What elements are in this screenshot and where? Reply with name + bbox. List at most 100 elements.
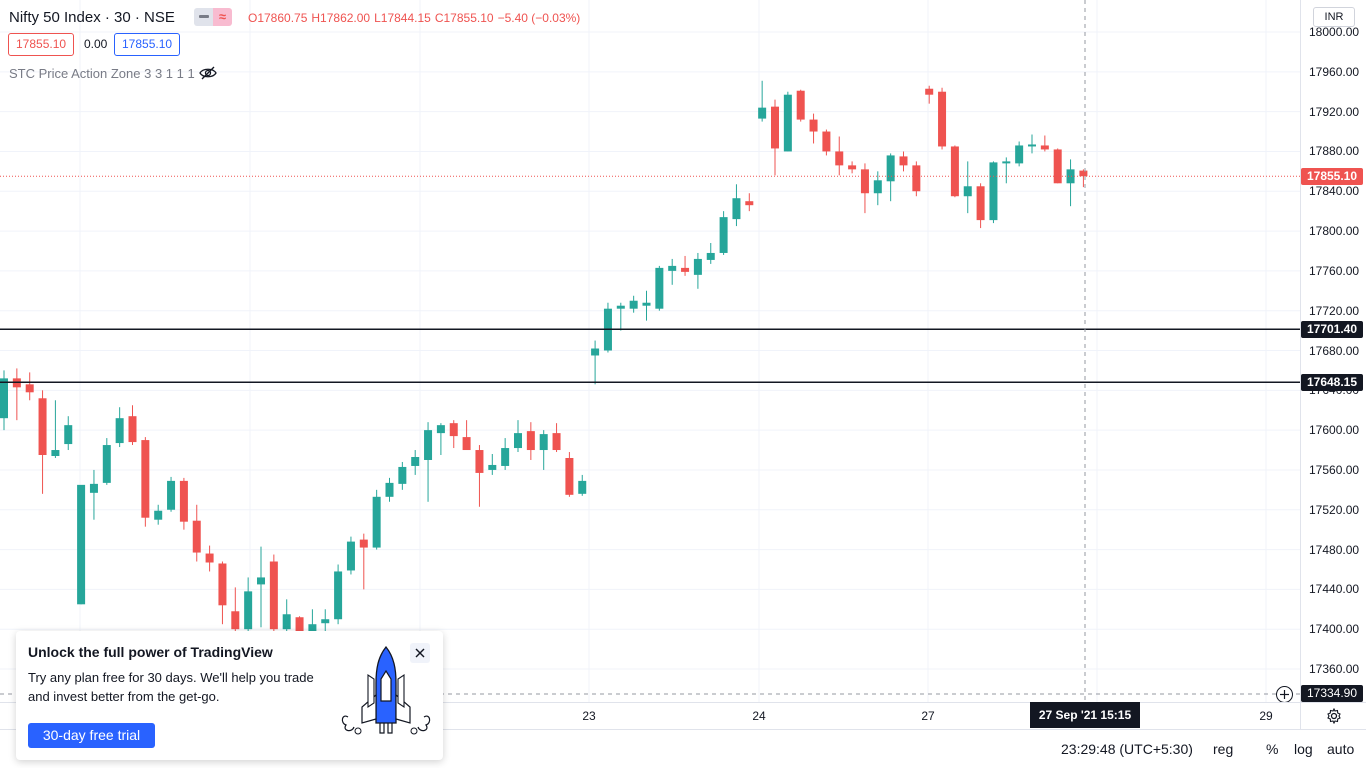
price-axis[interactable]: 18000.00 17960.00 17920.00 17880.00 17840.00… [1300, 0, 1366, 702]
crosshair-time-label: 27 Sep '21 15:15 [1030, 702, 1140, 728]
price-tick: 17760.00 [1309, 263, 1360, 278]
currency-button[interactable]: INR [1313, 7, 1355, 27]
candle-body [192, 520, 201, 553]
candle-body [1079, 170, 1088, 177]
price-tick: 17720.00 [1309, 303, 1360, 318]
candle-body [616, 305, 625, 309]
candle-body [822, 131, 831, 152]
price-tick: 17960.00 [1309, 64, 1360, 79]
close-icon[interactable] [410, 643, 430, 663]
candle-body [244, 591, 253, 630]
price-tick: 17480.00 [1309, 542, 1360, 557]
rocket-icon [334, 643, 438, 748]
candle-body [771, 106, 779, 149]
candle-body [346, 541, 355, 571]
candle-body [1028, 144, 1036, 147]
candle-body [809, 119, 818, 132]
ohlc-item: O17860.75 [248, 11, 308, 25]
candle-body [38, 398, 47, 456]
candle-body [488, 464, 497, 470]
candle-body [359, 539, 368, 548]
candle-body [539, 434, 548, 451]
price-tick: 18000.00 [1309, 25, 1360, 39]
candle-body [128, 416, 137, 443]
indicator-label[interactable]: STC Price Action Zone 3 3 1 1 1 [9, 66, 195, 81]
free-trial-button[interactable]: 30-day free trial [28, 723, 155, 748]
time-tick: 29 [1259, 709, 1273, 723]
candle-body [732, 198, 741, 220]
candle-body [642, 302, 651, 306]
ohlc-item: C17855.10 [434, 11, 494, 25]
candle-body [231, 611, 240, 630]
candle-body [411, 456, 420, 466]
hline-price-label-2: 17648.15 [1301, 373, 1363, 391]
candle-body [1015, 145, 1024, 164]
candle-body [167, 480, 176, 510]
candle-body [693, 258, 702, 275]
log-scale-toggle[interactable]: log [1294, 741, 1313, 757]
candle-body [1040, 145, 1049, 150]
candle-body [745, 201, 754, 206]
candle-body [899, 156, 908, 166]
candle-body [578, 480, 587, 494]
ohlc-item: H17862.00 [311, 11, 371, 25]
candle-body [629, 300, 638, 309]
price-tick: 17840.00 [1309, 184, 1360, 199]
price-tick: 17600.00 [1309, 423, 1360, 438]
auto-scale-toggle[interactable]: auto [1327, 741, 1355, 757]
crosshair-price-label: 17334.90 [1301, 685, 1363, 703]
candle-body [681, 267, 690, 272]
candle-body [372, 496, 381, 548]
candle-body [436, 425, 445, 434]
candle-body [989, 162, 998, 221]
candle-body [835, 151, 844, 166]
candle-body [77, 484, 86, 605]
time-tick: 24 [752, 709, 766, 723]
promo-title: Unlock the full power of TradingView [28, 644, 273, 660]
hidden-eye-icon[interactable] [199, 65, 217, 86]
price-tick: 17400.00 [1309, 622, 1360, 637]
legend-toggle[interactable]: ≈ [194, 8, 232, 26]
candle-body [25, 384, 34, 393]
price-tick: 17520.00 [1309, 502, 1360, 517]
candle-body [89, 483, 98, 493]
candle-body [218, 563, 227, 606]
session-toggle[interactable]: reg [1213, 741, 1234, 757]
candle-body [398, 466, 407, 484]
bid-price[interactable]: 17855.10 [8, 33, 75, 56]
candle-body [102, 445, 111, 483]
candle-body [925, 88, 934, 95]
candle-body [886, 155, 895, 182]
candle-body [706, 252, 715, 260]
candle-body [257, 577, 265, 585]
candle-body [0, 378, 8, 419]
candlestick-chart[interactable] [0, 0, 1300, 702]
candle-body [950, 146, 959, 197]
symbol-title[interactable]: Nifty 50 Index · 30 · NSE [9, 9, 175, 26]
candle-body [141, 440, 150, 518]
add-plus-icon[interactable] [1276, 686, 1293, 703]
chart-area[interactable]: Nifty 50 Index · 30 · NSE ≈ O17860.75 H17… [0, 0, 1300, 702]
candle-body [938, 91, 947, 147]
compare-icon[interactable]: ≈ [213, 8, 232, 26]
ask-price[interactable]: 17855.10 [114, 33, 181, 56]
percent-scale-toggle[interactable]: % [1266, 741, 1279, 757]
clock-timezone[interactable]: 23:29:48 (UTC+5:30) [1061, 741, 1193, 757]
ohlc-values: O17860.75 H17862.00 L17844.15 C17855.10 −5.4… [248, 11, 584, 25]
price-tick: 17920.00 [1309, 104, 1360, 119]
collapse-icon[interactable] [194, 8, 213, 26]
hline-price-label-1: 17701.40 [1301, 320, 1363, 338]
ohlc-item: L17844.15 [374, 11, 431, 25]
settings-gear-icon[interactable] [1300, 702, 1366, 729]
candle-body [475, 450, 484, 473]
candle-body [269, 561, 278, 630]
candle-body [115, 418, 124, 444]
price-tick: 17800.00 [1309, 224, 1360, 239]
candle-body [860, 169, 869, 194]
promo-popup: Unlock the full power of TradingView Try… [16, 631, 443, 760]
promo-body: Try any plan free for 30 days. We'll hel… [28, 670, 314, 704]
candle-body [385, 482, 394, 497]
candle-body [796, 90, 805, 120]
candle-body [758, 107, 767, 119]
candle-body [1053, 149, 1062, 184]
